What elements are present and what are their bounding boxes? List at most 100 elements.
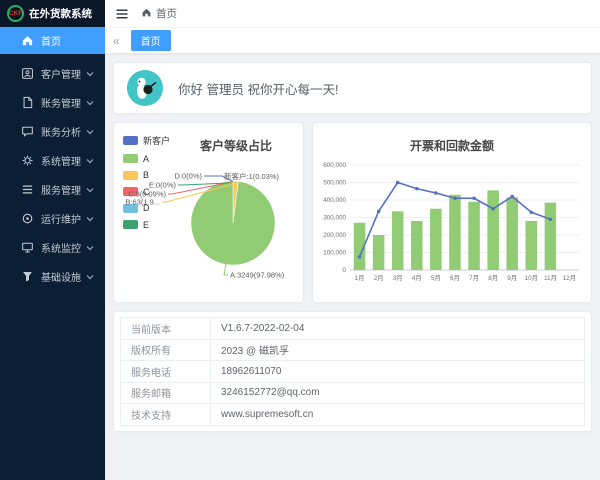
- info-row: 版权所有 2023 @ 磁凯孚: [120, 338, 585, 361]
- pie-chart[interactable]: 新客户:1(0.03%) A:3249(97.98%) B:63(1.9...C:3…: [114, 123, 303, 302]
- pie-chart-card: 客户等级占比 新客户 A B C D E 新客户:1(0.03%) A:3249(97.98…: [113, 122, 304, 303]
- chevron-down-icon: [86, 129, 94, 134]
- sidebar-menu: 首页客户管理账务管理账务分析系统管理服务管理运行维护系统监控基础设施: [0, 27, 105, 290]
- user-icon: [21, 67, 34, 80]
- logo[interactable]: CKF 在外货款系统: [0, 0, 105, 27]
- legend-swatch: [123, 170, 138, 180]
- bar-chart-card: 开票和回款金额 0 100,000 200,000 300,000 400,000 500…: [312, 122, 592, 303]
- svg-text:新客户:1(0.03%): 新客户:1(0.03%): [224, 171, 280, 181]
- chevron-down-icon: [86, 158, 94, 163]
- sidebar-item-label: 首页: [41, 37, 61, 48]
- legend-item-2[interactable]: B: [123, 170, 170, 180]
- list-icon: [21, 183, 34, 196]
- sidebar-item-document[interactable]: 账务管理: [0, 89, 105, 116]
- info-row-value: 3246152772@qq.com: [210, 381, 585, 404]
- sidebar-item-label: 基础设施: [41, 273, 81, 284]
- charts-row: 客户等级占比 新客户 A B C D E 新客户:1(0.03%) A:3249(97.98…: [113, 122, 592, 303]
- svg-text:10月: 10月: [525, 274, 538, 282]
- info-row-label: 技术支持: [120, 403, 211, 426]
- sidebar-item-label: 账务管理: [41, 99, 81, 110]
- svg-text:300,000: 300,000: [323, 215, 346, 222]
- legend-item-4[interactable]: D: [123, 203, 170, 213]
- sidebar-item-ring[interactable]: 运行维护: [0, 205, 105, 232]
- info-table: 当前版本 V1.6.7-2022-02-04 版权所有 2023 @ 磁凯孚 服务电话 1…: [120, 317, 585, 426]
- tab-1[interactable]: 首页: [130, 30, 171, 51]
- main-area: 首页 « 首页 你好 管理员 祝你开心每一天!: [105, 0, 600, 480]
- ring-icon: [21, 212, 34, 225]
- legend-label: A: [143, 153, 150, 164]
- logo-icon: CKF: [7, 5, 24, 22]
- greeting-card: 你好 管理员 祝你开心每一天!: [113, 62, 592, 114]
- svg-text:9月: 9月: [507, 274, 517, 282]
- sidebar-item-user[interactable]: 客户管理: [0, 60, 105, 87]
- info-row-label: 服务邮箱: [120, 381, 211, 404]
- home-icon: [21, 34, 34, 47]
- sidebar-item-label: 运行维护: [41, 215, 81, 226]
- svg-text:B:63(1.9...: B:63(1.9...: [125, 198, 160, 207]
- legend-item-0[interactable]: 新客户: [123, 134, 170, 147]
- monitor-icon: [21, 241, 34, 254]
- app-title: 在外货款系统: [29, 8, 92, 20]
- info-row: 技术支持 www.supremesoft.cn: [120, 403, 585, 426]
- svg-text:5月: 5月: [431, 274, 441, 282]
- tab-list: 首页: [130, 30, 171, 51]
- chat-icon: [21, 125, 34, 138]
- legend-label: C: [143, 186, 150, 197]
- legend-label: 新客户: [143, 136, 171, 146]
- svg-text:0: 0: [342, 267, 346, 274]
- sidebar-item-label: 客户管理: [41, 70, 81, 81]
- legend-swatch: [123, 203, 138, 213]
- sidebar-item-label: 系统监控: [41, 244, 81, 255]
- gear-icon: [21, 154, 34, 167]
- pie-legend: 新客户 A B C D E: [123, 134, 170, 230]
- avatar: [127, 70, 163, 106]
- sidebar-item-home[interactable]: 首页: [0, 27, 105, 54]
- info-row-value: V1.6.7-2022-02-04: [210, 317, 585, 340]
- sidebar-item-label: 系统管理: [41, 157, 81, 168]
- greeting-text: 你好 管理员 祝你开心每一天!: [178, 82, 339, 97]
- chevron-down-icon: [86, 245, 94, 250]
- info-card: 当前版本 V1.6.7-2022-02-04 版权所有 2023 @ 磁凯孚 服务电话 1…: [113, 311, 592, 432]
- chevron-down-icon: [86, 100, 94, 105]
- info-row-value: www.supremesoft.cn: [210, 403, 585, 426]
- svg-text:12月: 12月: [563, 274, 576, 282]
- svg-text:400,000: 400,000: [323, 197, 346, 204]
- svg-text:A:3249(97.98%): A:3249(97.98%): [230, 271, 285, 280]
- legend-label: D: [143, 203, 150, 213]
- tabs-collapse-button[interactable]: «: [113, 33, 120, 48]
- chevron-down-icon: [86, 274, 94, 279]
- sidebar-item-label: 账务分析: [41, 128, 81, 139]
- info-row-value: 18962611070: [210, 360, 585, 383]
- hamburger-icon[interactable]: [115, 7, 129, 21]
- chevron-down-icon: [86, 187, 94, 192]
- sidebar-item-list[interactable]: 服务管理: [0, 176, 105, 203]
- svg-text:500,000: 500,000: [323, 180, 346, 187]
- chevron-down-icon: [86, 216, 94, 221]
- legend-label: B: [143, 170, 150, 180]
- bar-line-chart[interactable]: 0 100,000 200,000 300,000 400,000 500,000 600,…: [313, 123, 589, 302]
- svg-text:7月: 7月: [469, 274, 479, 282]
- chevron-down-icon: [86, 71, 94, 76]
- svg-text:100,000: 100,000: [323, 250, 346, 257]
- bar-chart-title: 开票和回款金额: [409, 139, 494, 153]
- legend-swatch: [123, 154, 138, 163]
- legend-item-3[interactable]: C: [123, 187, 170, 197]
- legend-swatch: [123, 220, 138, 229]
- sidebar-item-funnel[interactable]: 基础设施: [0, 263, 105, 290]
- legend-item-5[interactable]: E: [123, 220, 170, 230]
- tab-bar: « 首页: [105, 27, 600, 54]
- svg-text:D:0(0%): D:0(0%): [174, 172, 202, 181]
- pie-chart-title: 客户等级占比: [199, 139, 272, 153]
- breadcrumb-label: 首页: [156, 8, 177, 20]
- info-row: 服务电话 18962611070: [120, 360, 585, 383]
- svg-text:200,000: 200,000: [323, 232, 346, 239]
- sidebar-item-chat[interactable]: 账务分析: [0, 118, 105, 145]
- legend-item-1[interactable]: A: [123, 154, 170, 164]
- sidebar-item-gear[interactable]: 系统管理: [0, 147, 105, 174]
- info-row: 当前版本 V1.6.7-2022-02-04: [120, 317, 585, 340]
- document-icon: [21, 96, 34, 109]
- svg-text:600,000: 600,000: [323, 162, 346, 169]
- breadcrumb[interactable]: 首页: [141, 6, 177, 21]
- sidebar-item-monitor[interactable]: 系统监控: [0, 234, 105, 261]
